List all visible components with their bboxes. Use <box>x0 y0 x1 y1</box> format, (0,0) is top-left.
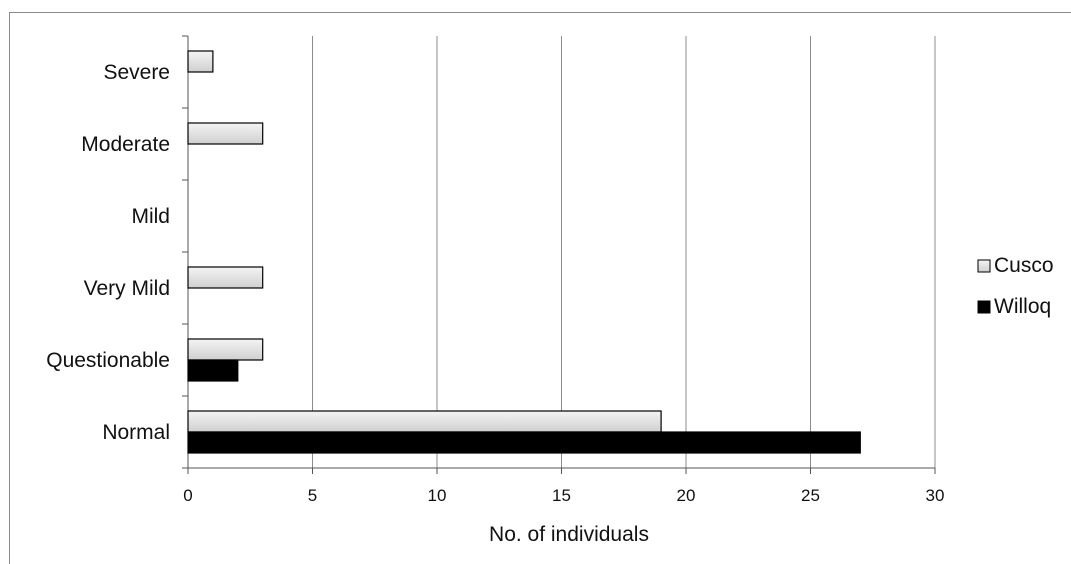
bar-willoq <box>187 359 239 382</box>
bar-cusco <box>187 50 214 73</box>
axes <box>182 35 936 474</box>
legend-label-cusco: Cusco <box>994 254 1054 277</box>
bar-cusco <box>187 338 264 361</box>
bar-cusco <box>187 410 662 433</box>
bars <box>187 50 861 454</box>
x-tick-label: 10 <box>428 486 447 505</box>
x-tick-label: 0 <box>183 486 192 505</box>
legend-swatch-willoq <box>977 300 991 314</box>
category-label: Normal <box>102 421 170 444</box>
x-tick-label: 5 <box>308 486 317 505</box>
category-label: Moderate <box>81 133 170 156</box>
bar-cusco <box>187 266 264 289</box>
legend-label-willoq: Willoq <box>994 295 1051 318</box>
x-tick-label: 20 <box>677 486 696 505</box>
bar-willoq <box>187 431 861 454</box>
category-label: Mild <box>131 205 170 228</box>
labels: 0 5 10 15 20 25 30 Normal Questionable Very Mild M… <box>46 61 944 505</box>
bar-cusco <box>187 122 264 145</box>
chart-frame <box>9 12 1071 564</box>
x-axis-title: No. of individuals <box>489 523 649 546</box>
legend-swatch-cusco <box>977 259 991 273</box>
category-label: Severe <box>103 61 170 84</box>
category-label: Very Mild <box>84 277 170 300</box>
x-tick-label: 30 <box>926 486 945 505</box>
x-tick-label: 15 <box>552 486 571 505</box>
legend: Cusco Willoq <box>977 254 1054 318</box>
gridlines <box>312 36 936 468</box>
category-label: Questionable <box>46 349 170 372</box>
x-tick-label: 25 <box>801 486 820 505</box>
